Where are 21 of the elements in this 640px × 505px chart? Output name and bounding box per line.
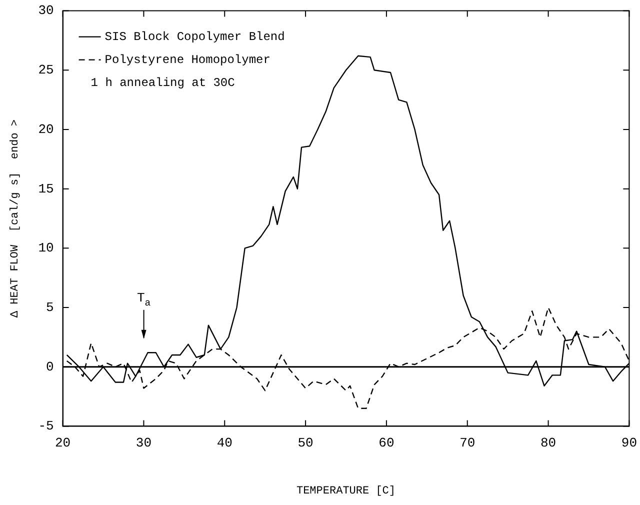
x-tick-label: 70 [460, 435, 476, 450]
legend-label: SIS Block Copolymer Blend [104, 30, 285, 44]
x-tick-label: 90 [621, 435, 638, 450]
y-tick-label: 25 [38, 62, 54, 78]
legend-label: Polystyrene Homopolymer [104, 52, 270, 67]
y-tick-label: 0 [46, 359, 54, 374]
x-tick-label: 60 [378, 435, 394, 450]
x-tick-label: 30 [136, 435, 152, 450]
y-axis-title: Δ HEAT FLOW [cal/g s] endo > [10, 119, 22, 318]
x-tick-label: 20 [55, 435, 71, 450]
x-axis-title: TEMPERATURE [C] [296, 485, 396, 498]
annotation: 1 h annealing at 30C [90, 76, 235, 90]
y-tick-label: 30 [38, 3, 54, 18]
x-tick-label: 50 [298, 435, 314, 450]
x-tick-label: 40 [216, 435, 232, 450]
y-tick-label: 15 [38, 181, 54, 196]
y-tick-label: 20 [38, 122, 54, 137]
y-tick-label: -5 [38, 418, 54, 434]
y-tick-label: 5 [46, 300, 54, 315]
y-tick-label: 10 [38, 240, 54, 256]
x-tick-label: 80 [540, 435, 556, 450]
